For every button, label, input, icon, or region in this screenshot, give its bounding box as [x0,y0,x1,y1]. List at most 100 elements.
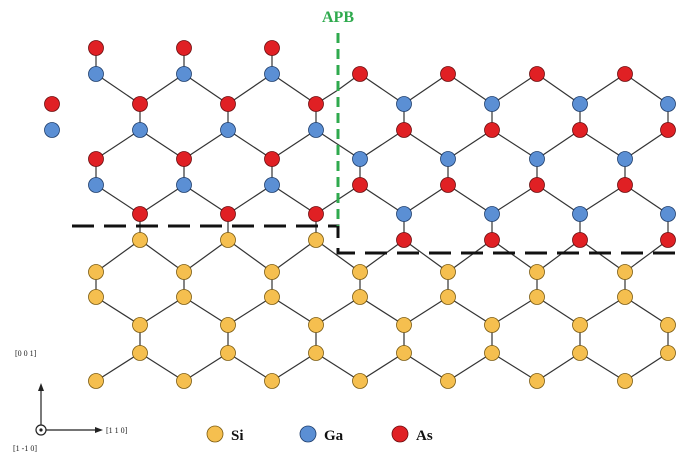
out-of-plane-dot-icon [39,428,43,432]
bond [227,184,273,215]
bond [491,129,538,160]
bond [95,296,141,326]
atom-as [308,206,324,222]
atom-as [617,66,633,82]
bond [491,73,538,105]
atom-si [264,373,280,389]
atom-as [352,66,368,82]
atom-ga [660,206,676,222]
bond [491,296,538,326]
bond [579,129,626,160]
atom-ga [660,96,676,112]
bond [271,184,317,215]
atom-si [220,232,236,248]
bond [227,239,273,273]
bond [227,352,273,382]
atom-si [176,289,192,305]
bond [359,184,405,215]
bond [315,129,361,160]
atom-lattice [44,40,676,389]
atom-si [660,345,676,361]
legend: Si Ga As [206,425,433,444]
atom-as [220,206,236,222]
atom-si [660,317,676,333]
atom-si [484,345,500,361]
atom-si [529,373,545,389]
atom-si [396,317,412,333]
atom-as [88,151,104,167]
atom-as [484,122,500,138]
legend-as-marker [391,425,409,443]
bond [491,239,538,273]
bond [491,184,538,215]
legend-as-label: As [416,428,433,444]
atom-ga [396,96,412,112]
atom-as [529,66,545,82]
bond [95,352,141,382]
bond [227,73,273,105]
bond [271,352,317,382]
atom-ga [440,151,456,167]
bond [536,184,581,215]
bond [271,296,317,326]
atom-si [88,264,104,280]
legend-ga-marker [299,425,317,443]
atom-as [132,206,148,222]
bond [447,73,493,105]
atom-ga [308,122,324,138]
bond [536,239,581,273]
atom-as [440,177,456,193]
atom-ga [220,122,236,138]
bond [139,239,185,273]
bond [227,129,273,160]
atom-si [617,264,633,280]
bond [624,184,669,215]
atom-as [132,96,148,112]
atom-as [572,122,588,138]
atom-si [220,317,236,333]
axis-label-out-of-plane: [1 -1 0] [13,444,37,453]
bond [579,296,626,326]
atom-ga [352,151,368,167]
atom-si [308,232,324,248]
atom-ga [176,66,192,82]
bond [183,239,229,273]
apb-label: APB [322,9,354,26]
atom-as [660,232,676,248]
atom-si [308,317,324,333]
bond [183,73,229,105]
atom-ga [132,122,148,138]
bond [183,352,229,382]
bond [447,184,493,215]
atom-si [617,289,633,305]
atom-ga [572,96,588,112]
bond [536,73,581,105]
atom-si [132,317,148,333]
atom-as [264,151,280,167]
bond [624,239,669,273]
bond [536,129,581,160]
bond [95,73,141,105]
bond [579,73,626,105]
atom-as [440,66,456,82]
atom-as [617,177,633,193]
bond [579,239,626,273]
legend-si-label: Si [231,428,244,444]
bond [403,352,449,382]
atom-as [88,40,104,56]
bond [579,352,626,382]
atom-si [88,373,104,389]
legend-si-marker [206,425,224,443]
bond [183,129,229,160]
atom-as [660,122,676,138]
atom-si [132,232,148,248]
atom-ga [88,177,104,193]
atom-si [572,345,588,361]
bond [359,352,405,382]
bond [271,239,317,273]
bond [403,73,449,105]
atom-ga [264,177,280,193]
atom-as [220,96,236,112]
orientation-axes: [0 0 1] [1 1 0] [1 -1 0] [13,349,128,453]
atom-as [44,96,60,112]
